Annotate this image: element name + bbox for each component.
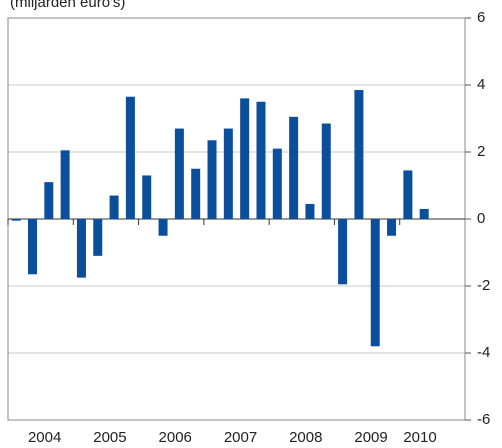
bar	[207, 140, 217, 219]
x-tick-label: 2005	[93, 429, 126, 446]
bar	[223, 128, 233, 219]
bar	[27, 219, 37, 275]
y-tick-label: 2	[477, 143, 485, 160]
x-tick-label: 2004	[28, 429, 61, 446]
y-tick-label: -6	[477, 411, 490, 428]
x-tick-label: 2010	[403, 429, 436, 446]
x-tick-label: 2009	[354, 429, 387, 446]
bar	[11, 219, 21, 221]
bar	[174, 128, 184, 219]
y-tick-label: 4	[477, 76, 485, 93]
bar	[142, 175, 152, 219]
x-tick-label: 2008	[289, 429, 322, 446]
chart-title: (miljarden euro's)	[10, 0, 125, 11]
y-tick-label: -2	[477, 277, 490, 294]
bar	[321, 123, 331, 219]
y-tick-label: 0	[477, 210, 485, 227]
bar	[354, 90, 364, 220]
bar	[93, 219, 103, 256]
y-tick-label: -4	[477, 344, 490, 361]
bar	[158, 219, 168, 236]
bar	[419, 208, 429, 219]
bar	[289, 116, 299, 219]
bar	[387, 219, 397, 236]
x-tick-label: 2007	[224, 429, 257, 446]
bar	[109, 195, 119, 219]
bar	[191, 168, 201, 219]
bar	[338, 219, 348, 285]
bar	[44, 182, 54, 219]
y-tick-label: 6	[477, 9, 485, 26]
bar	[125, 96, 135, 219]
bar	[60, 150, 70, 219]
bar	[403, 170, 413, 219]
bar	[272, 148, 282, 219]
x-tick-label: 2006	[159, 429, 192, 446]
bar	[370, 219, 380, 347]
bar	[256, 101, 266, 219]
bar	[305, 203, 315, 219]
bar	[76, 219, 86, 278]
bar	[240, 98, 250, 219]
